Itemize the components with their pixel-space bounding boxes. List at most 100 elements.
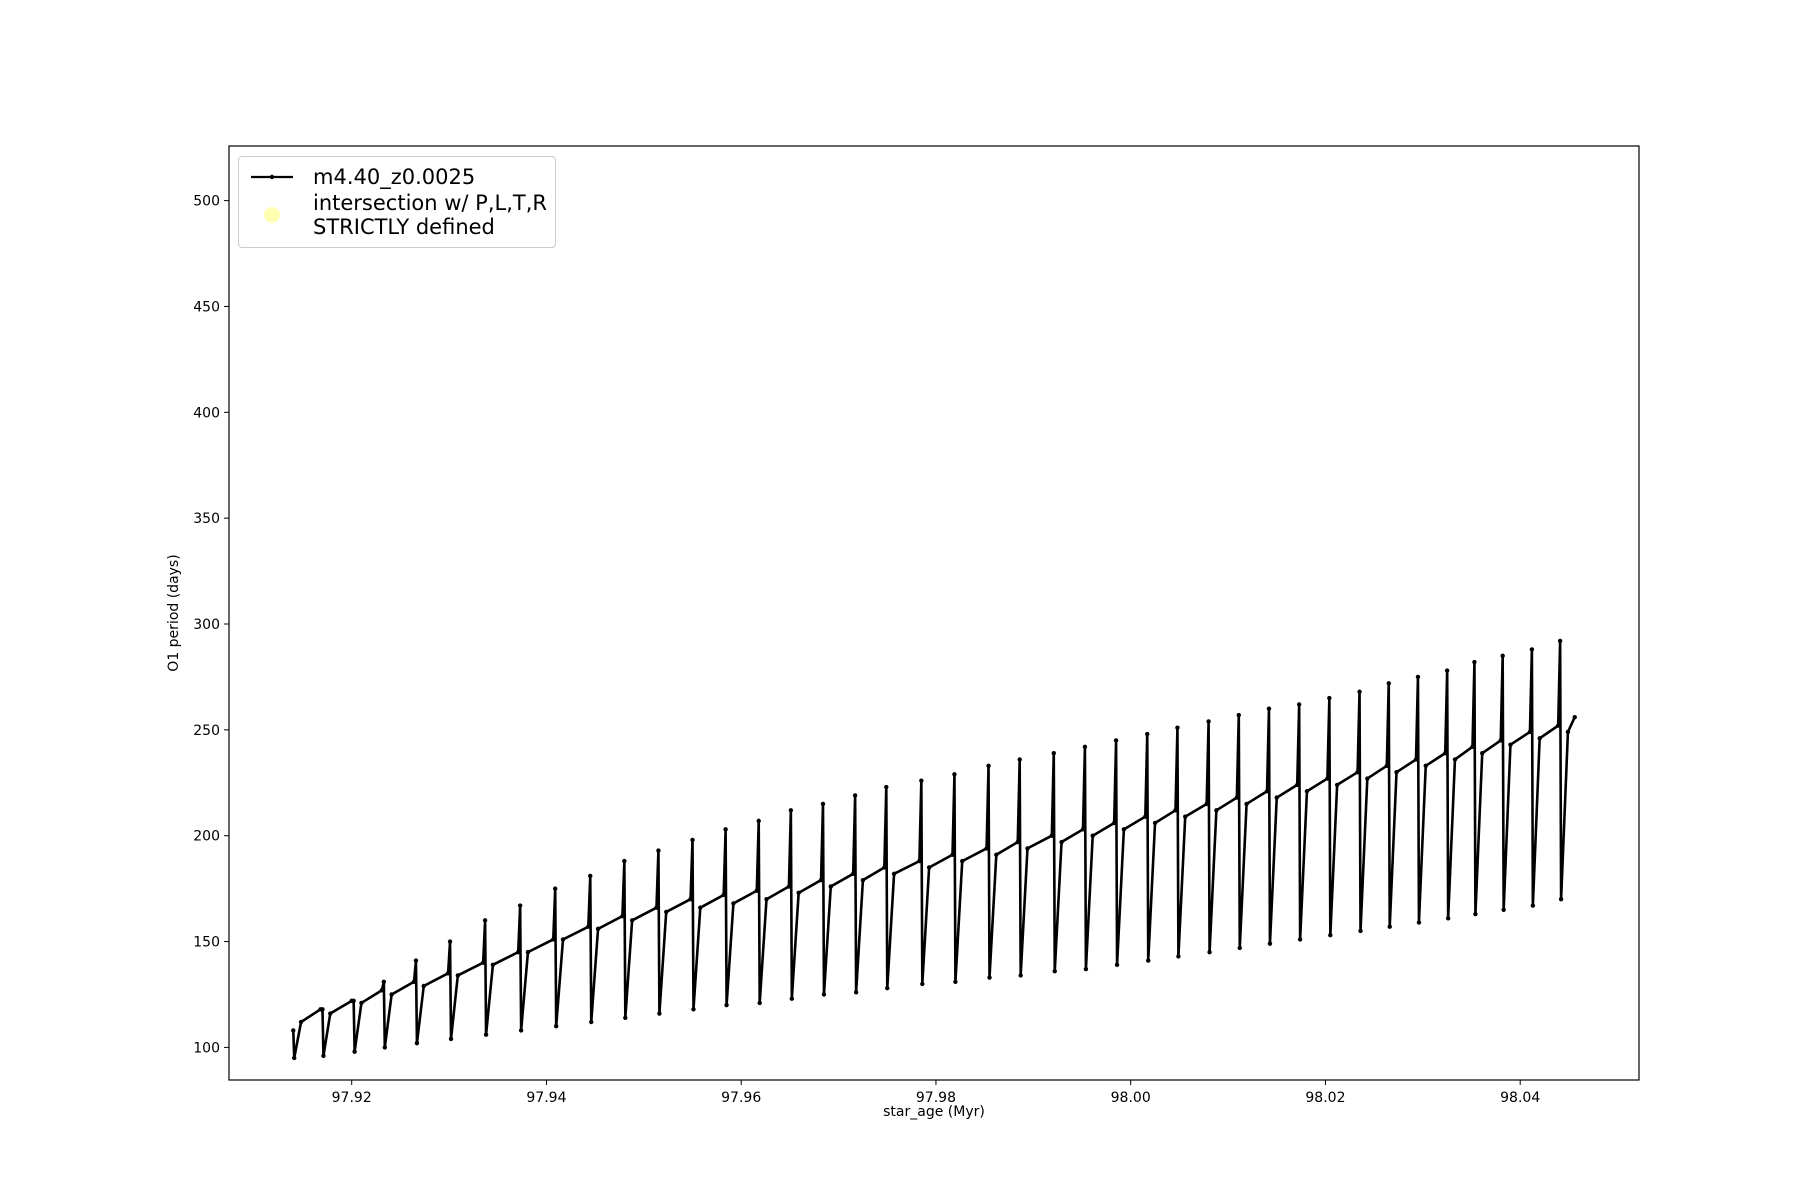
point-marker <box>987 975 992 980</box>
point-marker <box>1472 659 1477 665</box>
point-marker <box>1480 750 1485 756</box>
point-marker <box>1295 782 1300 788</box>
point-marker <box>664 909 669 915</box>
series-line <box>291 639 1576 1060</box>
legend: m4.40_z0.0025 intersection w/ P,L,T,R STR… <box>238 156 556 248</box>
y-tick-label: 500 <box>193 194 220 210</box>
point-marker <box>1173 808 1178 813</box>
point-marker <box>1082 744 1088 749</box>
x-tick-label: 97.92 <box>332 1090 372 1106</box>
point-marker <box>1183 814 1188 819</box>
point-marker <box>1176 954 1181 959</box>
point-marker <box>622 858 627 864</box>
point-marker <box>1244 801 1249 807</box>
point-marker <box>1015 839 1020 845</box>
legend-label: m4.40_z0.0025 <box>313 165 476 189</box>
point-marker <box>411 979 417 984</box>
point-marker <box>1565 729 1571 735</box>
point-marker <box>1555 723 1561 728</box>
point-marker <box>691 1007 696 1012</box>
point-marker <box>1049 833 1055 838</box>
point-marker <box>1237 945 1242 951</box>
y-axis-label: O1 period (days) <box>166 554 182 671</box>
point-marker <box>657 1011 662 1016</box>
point-marker <box>756 818 761 824</box>
point-marker <box>818 877 824 883</box>
point-marker <box>1204 801 1209 807</box>
y-tick-label: 350 <box>193 511 220 527</box>
point-marker <box>1387 924 1392 929</box>
point-marker <box>1386 681 1391 686</box>
point-marker <box>1527 729 1533 735</box>
point-marker <box>950 852 955 857</box>
point-marker <box>724 1002 729 1008</box>
point-marker <box>1274 795 1279 800</box>
point-marker <box>1214 808 1219 813</box>
point-marker <box>1327 695 1332 701</box>
x-tick-label: 97.96 <box>721 1090 761 1106</box>
point-marker <box>586 924 591 929</box>
point-marker <box>656 848 661 853</box>
point-marker <box>754 888 759 893</box>
point-marker <box>891 871 897 877</box>
point-marker <box>1470 744 1475 749</box>
point-marker <box>1175 725 1180 730</box>
point-marker <box>1444 668 1450 673</box>
point-marker <box>1114 962 1120 968</box>
point-marker <box>731 901 736 906</box>
point-marker <box>1529 647 1535 652</box>
point-marker <box>952 772 957 777</box>
point-marker <box>1080 827 1086 832</box>
point-marker <box>828 884 833 889</box>
point-marker <box>821 992 827 997</box>
x-tick-label: 98.02 <box>1305 1090 1345 1106</box>
point-marker <box>595 926 601 932</box>
point-marker <box>1394 769 1399 775</box>
point-marker <box>926 865 932 870</box>
point-marker <box>1413 757 1419 762</box>
point-marker <box>820 801 826 807</box>
point-marker <box>560 937 566 942</box>
point-marker <box>482 918 488 923</box>
point-marker <box>620 913 625 919</box>
point-marker <box>553 886 558 891</box>
point-marker <box>1267 941 1273 946</box>
point-marker <box>517 903 523 908</box>
point-marker <box>381 979 387 984</box>
point-marker <box>1090 833 1095 838</box>
point-marker <box>359 1000 364 1006</box>
point-marker <box>525 949 531 955</box>
point-marker <box>885 985 890 991</box>
point-marker <box>292 1055 297 1061</box>
x-tick-label: 97.98 <box>916 1090 956 1106</box>
point-marker <box>1572 714 1577 720</box>
point-marker <box>1113 738 1119 743</box>
point-marker <box>1357 689 1362 694</box>
point-marker <box>960 858 965 864</box>
point-marker <box>1423 763 1428 769</box>
point-marker <box>1234 795 1240 800</box>
point-marker <box>850 871 856 877</box>
point-marker <box>986 763 991 769</box>
point-marker <box>1304 789 1310 794</box>
point-marker <box>1415 674 1421 680</box>
legend-symbol <box>251 174 293 180</box>
x-tick-label: 98.00 <box>1111 1090 1151 1106</box>
point-marker <box>551 937 556 942</box>
point-marker <box>994 852 999 857</box>
point-marker <box>852 793 858 798</box>
point-marker <box>1111 820 1117 826</box>
point-marker <box>455 973 461 978</box>
point-marker <box>1266 706 1272 711</box>
point-marker <box>1206 719 1211 724</box>
point-marker <box>629 918 635 923</box>
point-marker <box>321 1053 326 1059</box>
point-marker <box>490 962 496 968</box>
point-marker <box>1051 750 1056 756</box>
point-marker <box>853 990 859 995</box>
y-tick-label: 300 <box>193 617 220 633</box>
point-marker <box>352 1049 357 1054</box>
point-marker <box>1416 920 1422 925</box>
